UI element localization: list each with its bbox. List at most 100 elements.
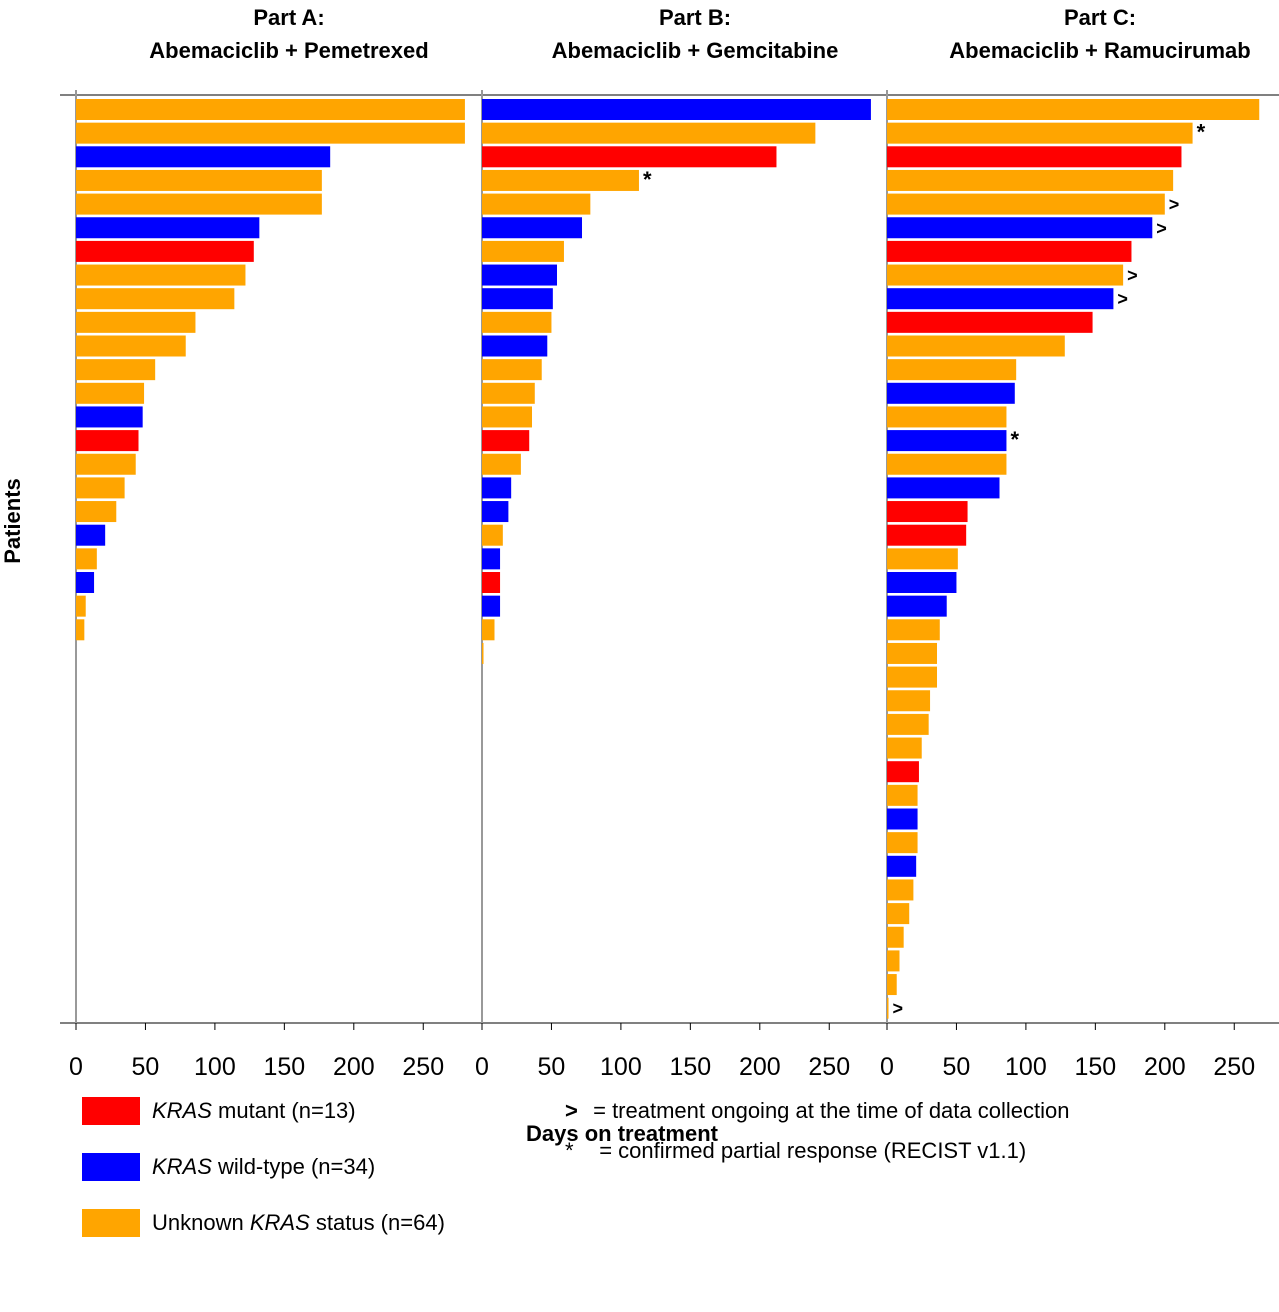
panel-3-bar-2-marker: * [1197,120,1206,145]
panel-1-bar-15 [76,430,139,452]
panel-3-tick-label-4: 200 [1144,1053,1186,1081]
panel-3-bar-20 [887,548,958,570]
panel-title-2-line1: Part B: [659,5,731,30]
panel-3-bar-35 [887,903,910,925]
panel-2-bar-19 [482,524,503,546]
panel-2-tick-label-4: 200 [739,1053,781,1081]
panel-title-3-line1: Part C: [1064,5,1136,30]
panel-3-tick-label-5: 250 [1213,1053,1255,1081]
panel-1-bar-12 [76,359,156,381]
panel-3-bar-9-marker: > [1117,289,1128,309]
panel-3-bar-5 [887,193,1165,215]
panel-3-bar-21 [887,572,957,593]
panel-3-bar-9 [887,288,1114,310]
panel-1-bar-11 [76,335,186,357]
panel-3-bar-38 [887,974,897,996]
panel-1-bar-8 [76,264,246,286]
panel-3-bar-29 [887,761,919,783]
panel-2-tick-label-5: 250 [808,1053,850,1081]
panel-2-bar-22 [482,595,501,617]
panel-3-bar-8-marker: > [1127,266,1138,286]
panel-3-bar-26 [887,690,931,712]
panel-1-tick-label-3: 150 [263,1053,305,1081]
panel-1-tick-label-1: 50 [132,1053,160,1081]
panel-title-1-line1: Part A: [253,5,324,30]
panel-3-bar-23 [887,619,940,641]
panel-3-bar-12 [887,359,1017,381]
panel-2-bar-5 [482,193,591,215]
panel-3-bar-17 [887,477,1000,499]
panel-2-bar-17 [482,477,512,499]
panel-3-bar-32 [887,832,918,854]
panel-1-tick-label-0: 0 [69,1053,83,1081]
panel-3-bar-36 [887,926,904,948]
panel-3-tick-label-2: 100 [1005,1053,1047,1081]
panel-3-bar-28 [887,737,922,759]
panel-1-bar-17 [76,477,125,499]
panel-1-bar-16 [76,453,136,475]
panel-1-bar-2 [76,122,465,144]
panel-2-bar-4-marker: * [643,167,652,192]
panel-3-bar-8 [887,264,1124,286]
panel-1-bar-9 [76,288,235,310]
panel-1-bar-22 [76,595,86,617]
panel-2-bar-23 [482,619,495,641]
panel-3-tick-label-0: 0 [880,1053,894,1081]
panel-2-bar-6 [482,217,583,239]
panel-3-bar-19 [887,524,967,546]
panel-2-tick-label-0: 0 [475,1053,489,1081]
panel-1-bar-7 [76,240,254,262]
panel-2-bar-15 [482,430,530,452]
panel-1-bar-4 [76,169,322,191]
x-axis-label: Days on treatment [526,1121,719,1146]
panel-2-tick-label-1: 50 [538,1053,566,1081]
panel-2-tick-label-2: 100 [600,1053,642,1081]
panel-2-bar-10 [482,311,552,333]
panel-2-bar-2 [482,122,816,144]
panel-1-bar-1 [76,99,465,120]
panel-3-bar-27 [887,713,929,735]
panel-2-bar-18 [482,501,509,523]
panel-1-bar-18 [76,501,117,523]
panel-3-bar-5-marker: > [1169,195,1180,215]
panel-1-bar-3 [76,146,331,168]
panel-3-bar-7 [887,240,1132,262]
panel-2-bar-7 [482,240,564,262]
panel-3-bar-14 [887,406,1007,428]
panel-3-bar-31 [887,808,918,830]
panel-3-bar-34 [887,879,914,901]
panel-3-bar-22 [887,595,947,617]
panel-2-bar-11 [482,335,548,357]
panel-2-bar-20 [482,548,501,570]
panel-2-bar-13 [482,382,535,404]
panel-2-bar-9 [482,288,553,310]
panel-3-bar-11 [887,335,1065,357]
panel-3-bar-33 [887,855,917,877]
panel-3-bar-2 [887,122,1193,144]
panel-3-bar-39 [887,997,889,1019]
panel-3-bar-24 [887,642,938,664]
panel-1-bar-13 [76,382,145,404]
y-axis-label: Patients [0,478,25,564]
panel-1-bar-23 [76,619,85,641]
panel-2-bar-8 [482,264,558,286]
panel-3-bar-1 [887,99,1260,120]
panel-3-bar-15-marker: * [1010,427,1019,452]
panel-3-tick-label-3: 150 [1074,1053,1116,1081]
panel-1-bar-10 [76,311,196,333]
panel-1-bar-21 [76,572,95,593]
panel-3-bar-25 [887,666,938,688]
panel-title-3-line2: Abemaciclib + Ramucirumab [949,38,1250,63]
panel-3-bar-30 [887,784,918,806]
panel-1-tick-label-5: 250 [402,1053,444,1081]
panel-2-bar-1 [482,99,871,120]
panel-1-tick-label-4: 200 [333,1053,375,1081]
panel-2-bar-12 [482,359,542,381]
panel-1-tick-label-2: 100 [194,1053,236,1081]
panel-2-bar-24 [482,642,484,664]
panel-3-bar-13 [887,382,1015,404]
panel-title-2-line2: Abemaciclib + Gemcitabine [552,38,839,63]
panel-3-bar-16 [887,453,1007,475]
panel-3-tick-label-1: 50 [943,1053,971,1081]
